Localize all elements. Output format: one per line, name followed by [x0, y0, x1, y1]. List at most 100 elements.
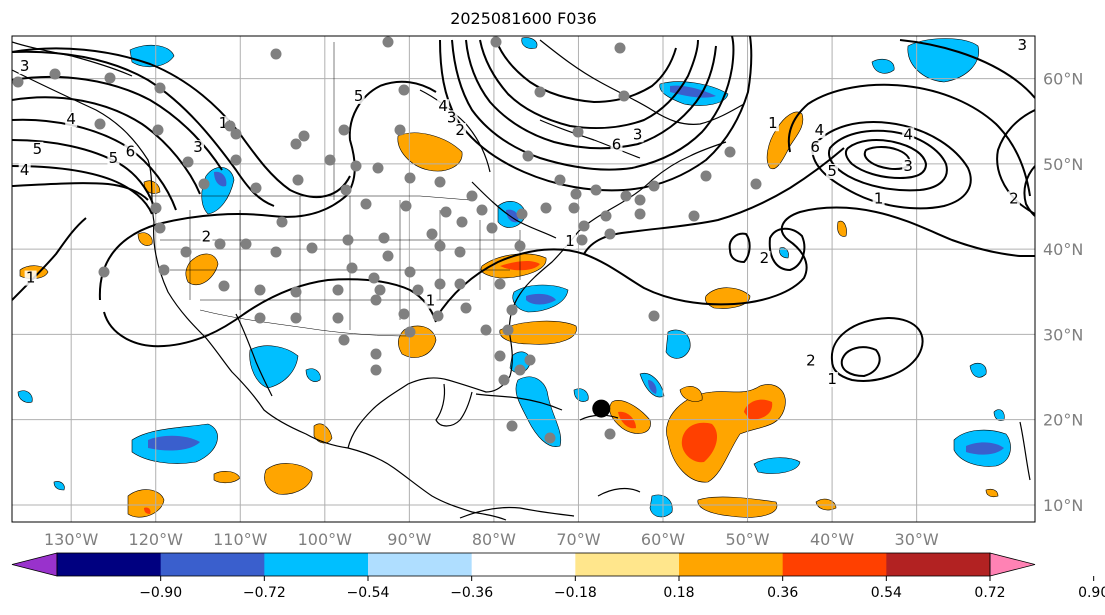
colorbar-extend-low: [11, 552, 58, 577]
colorbar-tick-label: 0.72: [974, 585, 1005, 601]
map-frame: [11, 35, 1036, 523]
contour-label-bg: [766, 116, 779, 132]
latitude-tick-label: 30°N: [1043, 325, 1083, 344]
latitude-tick-label: 20°N: [1043, 411, 1083, 430]
contour-label: 1: [26, 269, 36, 287]
longitude-tick-label: 120°W: [129, 530, 184, 549]
contour-label: 2: [760, 249, 770, 267]
contour-label-bg: [804, 353, 817, 369]
colorbar-tick-label: −0.54: [347, 585, 390, 601]
colorbar-extend-high: [989, 552, 1036, 577]
colorbar-tick-label: −0.36: [450, 585, 493, 601]
contour-label-bg: [1007, 191, 1020, 207]
colorbar: −0.90 −0.72 −0.54 −0.36 −0.18 0.18 0.36 0.54 0.7…: [11, 552, 1105, 601]
colorbar-frame: [56, 552, 991, 577]
contour-label: 1: [219, 114, 229, 132]
contour-label: 5: [354, 87, 364, 105]
contour-label: 1: [827, 370, 837, 388]
longitude-tick-label: 30°W: [895, 530, 939, 549]
contour-label-bg: [826, 372, 839, 388]
longitude-tick-label: 50°W: [725, 530, 769, 549]
colorbar-segment: [57, 553, 162, 576]
longitude-tick-label: 40°W: [810, 530, 854, 549]
latitude-tick-label: 10°N: [1043, 496, 1083, 515]
colorbar-segment: [264, 553, 369, 576]
station-dots: [12, 36, 762, 444]
colorbar-tick-label: −0.72: [243, 585, 286, 601]
colorbar-segment: [471, 553, 576, 576]
contour-label-bg: [18, 163, 31, 179]
contour-label: 2: [806, 351, 816, 369]
contour-label: 2: [1009, 189, 1019, 207]
contour-label-bg: [445, 110, 458, 126]
contour-label-bg: [1016, 37, 1029, 53]
contour-label-bg: [872, 191, 885, 207]
colorbar-segment: [368, 553, 473, 576]
contour-label-bg: [809, 140, 822, 156]
contour-label-bg: [18, 59, 31, 75]
contour-label: 4: [903, 125, 913, 143]
contour-label: 1: [874, 189, 884, 207]
contour-label: 4: [438, 97, 448, 115]
contour-label: 6: [126, 142, 136, 160]
contour-label-bg: [31, 141, 44, 157]
longitude-tick-label: 70°W: [556, 530, 600, 549]
contour-label-bg: [107, 151, 120, 167]
contour-label-bg: [813, 123, 826, 139]
latitude-tick-label: 40°N: [1043, 240, 1083, 259]
contour-label: 3: [633, 125, 643, 143]
contour-label-bg: [352, 88, 365, 104]
colorbar-segment: [886, 553, 991, 576]
contour-label-bg: [564, 233, 576, 249]
colorbar-segment: [160, 553, 265, 576]
colorbar-tick-label: 0.54: [871, 585, 902, 601]
longitude-tick-label: 110°W: [213, 530, 268, 549]
contour-label: 4: [66, 110, 76, 128]
contour-label: 3: [903, 157, 913, 175]
contour-label: 6: [810, 138, 820, 156]
contour-label: 2: [202, 228, 212, 246]
map-title: 2025081600 F036: [450, 9, 597, 28]
contour-label: 3: [20, 57, 30, 75]
longitude-tick-label: 130°W: [44, 530, 99, 549]
latitude-labels: 10°N 20°N 30°N 40°N 50°N 60°N: [1043, 70, 1083, 515]
contour-label-bg: [826, 163, 839, 179]
contour-label-bg: [124, 144, 137, 160]
colorbar-tick-label: 0.90: [1078, 585, 1105, 601]
contour-label: 3: [193, 138, 203, 156]
longitude-tick-label: 60°W: [641, 530, 685, 549]
contour-label-bg: [65, 111, 78, 127]
contour-label: 6: [612, 136, 622, 154]
contour-label: 5: [109, 149, 119, 167]
contour-label: 3: [447, 108, 457, 126]
contour-label-bg: [192, 140, 204, 156]
contour-label: 1: [768, 114, 778, 132]
contour-label-bg: [902, 127, 915, 143]
contour-label: 4: [815, 121, 825, 139]
contour-label: 3: [1018, 36, 1028, 54]
longitude-labels: 130°W 120°W 110°W 100°W 90°W 80°W 70°W 60°W 50°W…: [44, 530, 939, 549]
colorbar-segment: [782, 553, 887, 576]
contour-label-bg: [631, 127, 644, 143]
contour-label: 1: [565, 232, 575, 250]
colorbar-tick-label: −0.90: [139, 585, 182, 601]
contour-label-bg: [424, 293, 437, 309]
colorbar-tick-label: 0.18: [663, 585, 694, 601]
longitude-tick-label: 100°W: [298, 530, 353, 549]
contour-label: 2: [455, 121, 465, 139]
colorbar-segment: [575, 553, 680, 576]
contour-label-bg: [610, 137, 623, 153]
colorbar-tick-label: 0.36: [767, 585, 798, 601]
contour-label-bg: [454, 123, 467, 139]
colorbar-segment: [679, 553, 784, 576]
contour-label: 5: [827, 162, 837, 180]
storm-position-marker: [592, 399, 611, 418]
coastlines: [12, 39, 1031, 521]
contour-label-bg: [902, 158, 915, 174]
contour-label: 4: [20, 161, 30, 179]
contour-label-bg: [24, 270, 37, 286]
colorbar-tick-label: −0.18: [554, 585, 597, 601]
contour-label: 5: [33, 140, 43, 158]
